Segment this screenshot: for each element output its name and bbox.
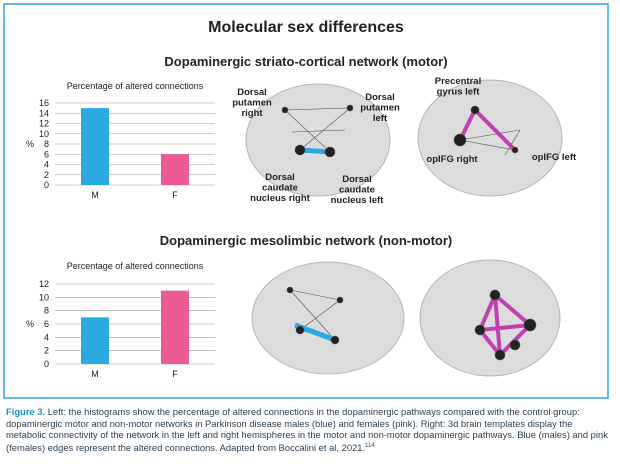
y-tick-label: 16 [39,98,49,108]
region-label: opIFG left [532,152,577,163]
brain [417,79,563,197]
region-label: opIFG right [426,154,478,165]
y-axis-label: % [26,139,34,149]
x-tick-label: M [91,369,99,379]
caption-label: Figure 3. [6,406,46,417]
y-tick-label: 6 [44,319,49,329]
y-tick-label: 4 [44,160,49,170]
panel-heading: Dopaminergic striato-cortical network (m… [164,54,447,69]
region-label: right [241,108,263,119]
region-label: nucleus left [331,195,385,206]
y-tick-label: 12 [39,279,49,289]
node [511,146,519,154]
node [324,146,336,158]
figure: Molecular sex differences Dopaminergic s… [3,3,609,399]
node [523,318,537,332]
y-axis-label: % [26,319,34,329]
region-label: Dorsal [365,92,395,103]
edge [477,293,533,358]
region-label: gyrus left [437,87,481,98]
frame [3,3,609,399]
region-label: putamen [232,98,272,109]
y-tick-label: 2 [44,170,49,180]
y-tick-label: 10 [39,129,49,139]
caption-ref: 114 [365,442,375,449]
node [489,289,501,301]
x-tick-label: M [91,190,99,200]
region-label: caudate [339,185,375,196]
caption-text: Left: the histograms show the percentage… [6,406,608,453]
node [286,286,294,294]
node [336,296,344,304]
region-label: Dorsal [265,172,295,183]
y-tick-label: 8 [44,139,49,149]
node [474,324,486,336]
node [295,325,305,335]
chart-title: Percentage of altered connections [67,81,204,91]
region-label: putamen [360,103,400,114]
node [330,335,340,345]
region-label: caudate [262,183,298,194]
bar [161,154,189,185]
region-label: Dorsal [342,174,372,185]
y-tick-label: 12 [39,119,49,129]
region-label: left [373,113,388,124]
bar [161,290,189,364]
node [470,105,480,115]
bar [81,317,109,364]
node [494,349,506,361]
x-tick-label: F [172,369,178,379]
y-tick-label: 14 [39,108,49,118]
region-label: Precentral [435,76,481,87]
brain [251,261,405,375]
bar [81,108,109,185]
brain [419,259,561,377]
region-label: Dorsal [237,87,267,98]
caption: Figure 3. Left: the histograms show the … [6,406,612,454]
x-tick-label: F [172,190,178,200]
y-tick-label: 0 [44,359,49,369]
y-tick-label: 10 [39,292,49,302]
figure-title: Molecular sex differences [208,19,404,36]
y-tick-label: 0 [44,180,49,190]
node [346,104,354,112]
panel-heading: Dopaminergic mesolimbic network (non-mot… [160,233,453,248]
brain [245,83,391,197]
node [281,106,289,114]
chart-title: Percentage of altered connections [67,261,204,271]
y-tick-label: 4 [44,332,49,342]
region-label: nucleus right [250,193,310,204]
node [509,339,521,351]
y-tick-label: 6 [44,149,49,159]
networks [281,104,537,361]
node [294,144,306,156]
brains [245,79,563,377]
node [453,133,467,147]
y-tick-label: 8 [44,306,49,316]
y-tick-label: 2 [44,346,49,356]
